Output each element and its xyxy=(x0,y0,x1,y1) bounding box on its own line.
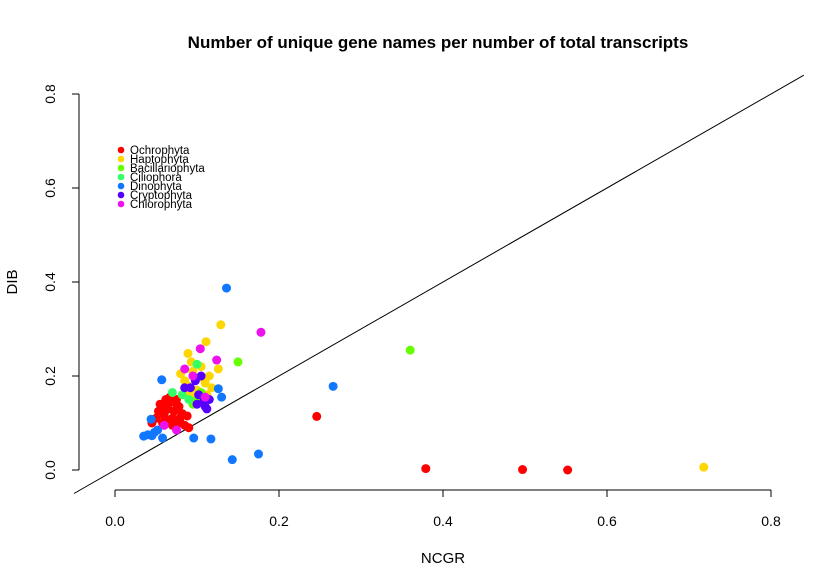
data-point-dinophyta xyxy=(254,449,263,459)
data-point-ochrophyta xyxy=(518,465,528,475)
y-tick-label: 0.2 xyxy=(42,366,58,386)
identity-line xyxy=(73,74,805,494)
x-tick-label: 0.4 xyxy=(433,513,453,529)
legend-label-chlorophyta: Chlorophyta xyxy=(130,199,193,211)
data-point-chlorophyta xyxy=(180,364,190,374)
data-point-ochrophyta xyxy=(159,411,169,421)
legend-marker-haptophyta xyxy=(117,155,125,163)
legend-marker-ochrophyta xyxy=(117,146,125,154)
data-point-haptophyta xyxy=(216,320,226,330)
legend-label-dinophyta: Dinophyta xyxy=(130,181,182,193)
data-point-dinophyta xyxy=(222,283,232,293)
data-point-ciliophora xyxy=(177,390,187,400)
data-point-chlorophyta xyxy=(195,344,205,354)
data-point-ochrophyta xyxy=(182,411,192,421)
legend: OchrophytaHaptophytaBacillariophytaCilio… xyxy=(117,145,205,211)
y-tick-label: 0.0 xyxy=(42,460,58,480)
x-tick-label: 0.6 xyxy=(597,513,617,529)
data-point-dinophyta xyxy=(189,433,199,443)
legend-label-cryptophyta: Cryptophyta xyxy=(130,190,193,202)
legend-marker-dinophyta xyxy=(117,182,125,190)
data-point-dinophyta xyxy=(146,414,156,424)
legend-marker-chlorophyta xyxy=(117,200,125,208)
x-tick-label: 0.0 xyxy=(105,513,125,529)
legend-label-ochrophyta: Ochrophyta xyxy=(130,145,190,157)
data-point-ochrophyta xyxy=(175,413,185,423)
legend-label-bacillariophyta: Bacillariophyta xyxy=(130,163,205,175)
data-point-chlorophyta xyxy=(212,355,222,365)
data-point-bacillariophyta xyxy=(405,345,415,355)
y-tick-label: 0.8 xyxy=(42,84,58,104)
data-point-dinophyta xyxy=(158,433,168,443)
data-point-ochrophyta xyxy=(172,399,181,409)
data-point-bacillariophyta xyxy=(233,357,243,367)
data-point-chlorophyta xyxy=(159,420,169,430)
data-point-dinophyta xyxy=(213,384,223,394)
legend-marker-ciliophora xyxy=(117,173,125,181)
data-point-dinophyta xyxy=(227,455,237,465)
data-point-ciliophora xyxy=(192,359,202,369)
data-point-dinophyta xyxy=(157,375,167,385)
data-point-haptophyta xyxy=(183,348,193,358)
data-point-ochrophyta xyxy=(158,404,168,414)
data-point-ciliophora xyxy=(184,395,194,404)
plot-area: 0.0 0.2 0.4 0.6 0.8 0.0 0.2 0.4 0.6 0.8 xyxy=(42,74,805,529)
x-tick-label: 0.8 xyxy=(761,513,781,529)
x-tick-label: 0.2 xyxy=(269,513,289,529)
y-axis-label: DIB xyxy=(4,269,21,294)
data-point-chlorophyta xyxy=(256,327,266,337)
data-point-chlorophyta xyxy=(172,425,181,435)
y-tick-label: 0.4 xyxy=(42,272,58,292)
data-point-dinophyta xyxy=(217,392,227,402)
data-point-ochrophyta xyxy=(184,423,194,433)
data-point-ochrophyta xyxy=(563,465,573,475)
data-point-chlorophyta xyxy=(188,371,198,381)
data-point-cryptophyta xyxy=(180,383,190,393)
legend-marker-cryptophyta xyxy=(117,191,125,199)
data-point-ochrophyta xyxy=(421,464,431,474)
data-point-haptophyta xyxy=(699,462,709,472)
data-point-haptophyta xyxy=(207,383,217,393)
data-point-dinophyta xyxy=(328,381,338,391)
data-point-haptophyta xyxy=(201,337,211,347)
data-point-cryptophyta xyxy=(202,404,212,414)
legend-label-haptophyta: Haptophyta xyxy=(130,154,189,166)
data-point-ciliophora xyxy=(167,387,177,397)
data-point-dinophyta xyxy=(206,434,216,444)
y-tick-label: 0.6 xyxy=(42,178,58,198)
chart-title: Number of unique gene names per number o… xyxy=(188,33,689,52)
legend-marker-bacillariophyta xyxy=(117,164,125,172)
data-point-ochrophyta xyxy=(312,411,322,421)
data-point-haptophyta xyxy=(213,364,223,374)
legend-label-ciliophora: Ciliophora xyxy=(130,172,182,184)
data-point-chlorophyta xyxy=(200,392,210,402)
data-point-dinophyta xyxy=(153,425,163,435)
x-axis-label: NCGR xyxy=(421,550,465,567)
